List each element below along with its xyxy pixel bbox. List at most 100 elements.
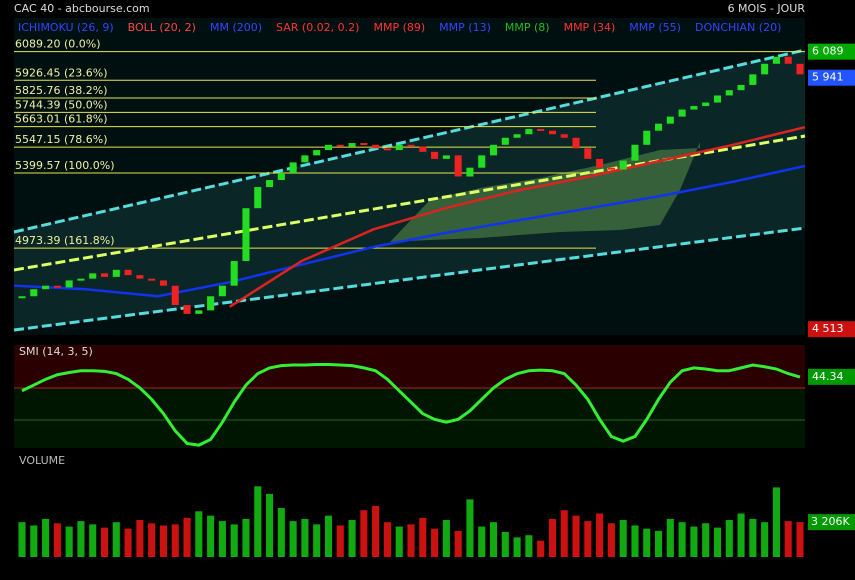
candle <box>136 275 144 279</box>
candle <box>195 310 203 314</box>
candle <box>702 102 710 107</box>
fib-label: 5547.15 (78.6%) <box>15 133 108 146</box>
candle <box>643 130 651 145</box>
volume-bar <box>690 526 698 557</box>
candle <box>395 144 403 151</box>
volume-bar <box>30 525 38 557</box>
candle <box>124 269 132 276</box>
candle <box>537 128 545 131</box>
candle <box>407 144 415 147</box>
volume-bar <box>784 521 792 557</box>
candle <box>218 285 226 297</box>
legend-entry: ICHIMOKU (26, 9) <box>18 21 114 34</box>
volume-bar <box>65 526 73 557</box>
candle <box>100 273 109 277</box>
candle <box>548 130 556 135</box>
candle <box>254 187 262 209</box>
volume-bar <box>301 518 309 557</box>
candle <box>501 137 509 145</box>
volume-bar <box>218 521 226 557</box>
legend-entry: SAR (0.02, 0.2) <box>276 21 359 34</box>
volume-bar <box>489 522 498 557</box>
candle <box>242 208 250 262</box>
volume-bar <box>207 515 215 557</box>
volume-bar <box>289 521 297 557</box>
candle <box>513 134 521 138</box>
candle <box>666 116 674 124</box>
candle <box>466 167 474 177</box>
candle <box>77 278 85 281</box>
candle <box>30 289 38 297</box>
volume-bar <box>643 528 651 557</box>
volume-bar <box>749 518 757 557</box>
volume-bar <box>761 522 769 557</box>
legend-entry: MMP (13) <box>439 21 491 34</box>
candle <box>619 160 627 170</box>
volume-bar <box>478 526 486 557</box>
volume-bar <box>112 522 120 557</box>
candle <box>478 155 486 168</box>
candle <box>42 285 50 290</box>
volume-bar <box>360 510 368 557</box>
indicator-line <box>229 125 806 308</box>
price-tag <box>808 43 855 60</box>
legend-entry: MMP (55) <box>629 21 681 34</box>
volume-bar <box>772 487 780 557</box>
header-period: 6 MOIS - JOUR <box>728 2 806 15</box>
candle <box>525 128 533 135</box>
volume-bar <box>596 513 604 557</box>
fib-label: 6089.20 (0.0%) <box>15 38 101 51</box>
candle <box>277 172 285 181</box>
volume-bar <box>18 522 26 557</box>
volume-bar <box>183 517 191 557</box>
volume-bar <box>431 528 439 557</box>
volume-bar <box>619 520 627 557</box>
volume-bar <box>89 524 97 557</box>
price-tag-label: 6 089 <box>812 45 844 58</box>
candle <box>784 56 792 64</box>
candle <box>419 146 427 152</box>
smi-tag <box>808 368 855 385</box>
volume-bar <box>242 518 250 557</box>
candle <box>690 106 698 110</box>
candle <box>230 261 238 286</box>
candle <box>171 285 179 306</box>
volume-bar <box>713 527 722 557</box>
volume-bar <box>324 515 333 557</box>
volume-bar <box>513 537 521 557</box>
candle <box>749 74 757 85</box>
volume-tag-label: 3 206K <box>811 515 850 528</box>
volume-bar <box>372 505 380 557</box>
volume-bar <box>136 520 144 557</box>
candle <box>761 63 769 75</box>
volume-bar <box>548 518 556 557</box>
volume-bar <box>666 518 674 557</box>
candle <box>383 148 391 151</box>
fib-label: 4973.39 (161.8%) <box>15 234 115 247</box>
volume-bar <box>266 493 274 557</box>
candle <box>183 305 191 314</box>
candle <box>324 144 333 151</box>
legend-entry: MM (200) <box>210 21 262 34</box>
legend-entry: DONCHIAN (20) <box>695 21 781 34</box>
volume-bar <box>678 522 686 557</box>
channel-top <box>13 48 806 234</box>
header-title: CAC 40 - abcbourse.com <box>14 2 150 15</box>
candle <box>655 123 663 131</box>
volume-bar <box>383 522 391 557</box>
volume-bar <box>77 521 85 557</box>
volume-bar <box>407 524 415 557</box>
candle <box>89 273 97 279</box>
volume-tag <box>808 514 855 531</box>
candle <box>266 180 274 188</box>
volume-bar <box>655 530 663 557</box>
candle <box>725 90 733 96</box>
volume-bar <box>442 520 450 557</box>
fib-label: 5663.01 (61.8%) <box>15 113 108 126</box>
price-tag-label: 5 941 <box>812 71 844 84</box>
candle <box>678 109 686 117</box>
volume-title: VOLUME <box>19 454 65 467</box>
volume-bar <box>537 540 545 557</box>
volume-bar <box>796 522 804 557</box>
